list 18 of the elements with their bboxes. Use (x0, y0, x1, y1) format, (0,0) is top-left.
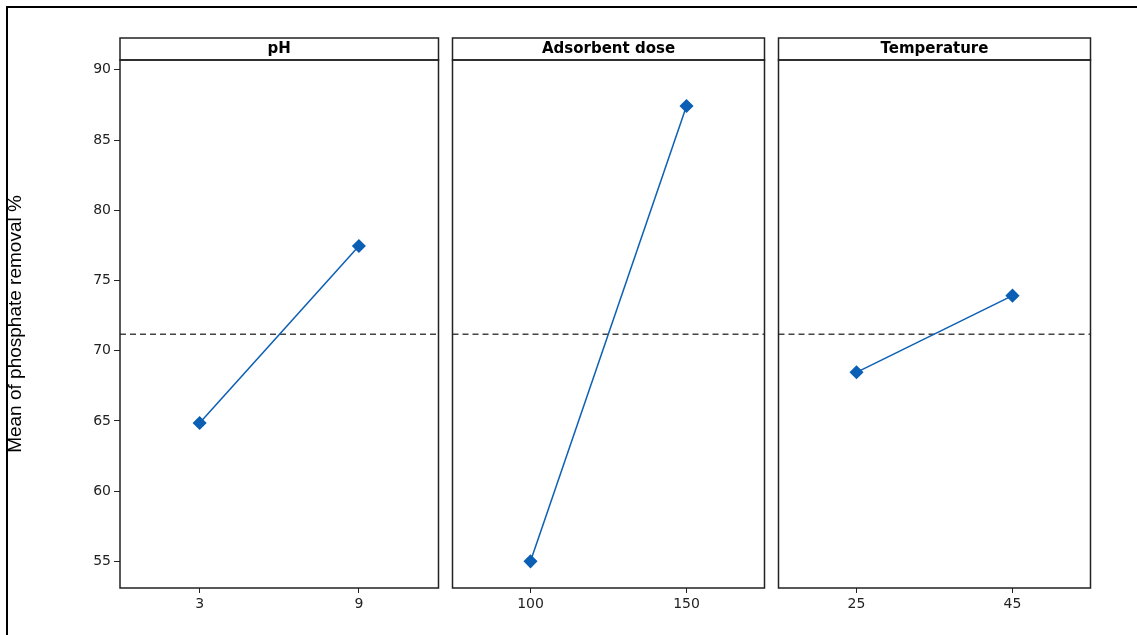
y-tick-label: 60 (93, 481, 111, 498)
y-tick-label: 85 (93, 130, 111, 147)
chart-title: Temperature (880, 38, 989, 57)
y-tick-label: 70 (93, 341, 111, 358)
x-tick-label: 150 (673, 595, 700, 612)
x-tick-label: 3 (195, 595, 205, 612)
chart-title: Adsorbent dose (541, 38, 676, 57)
y-tick-label: 55 (93, 551, 111, 568)
x-tick-label: 25 (847, 595, 866, 612)
x-tick-label: 45 (1003, 595, 1022, 612)
x-tick-label: 100 (517, 595, 544, 612)
y-tick-label: 80 (93, 200, 111, 217)
x-tick-label: 9 (354, 595, 364, 612)
y-tick-label: 65 (93, 411, 111, 428)
y-tick-label: 75 (93, 271, 111, 288)
chart-title: pH (267, 38, 291, 57)
y-tick-label: 90 (93, 60, 111, 77)
y-axis-title: Mean of phosphate removal % (3, 195, 25, 453)
